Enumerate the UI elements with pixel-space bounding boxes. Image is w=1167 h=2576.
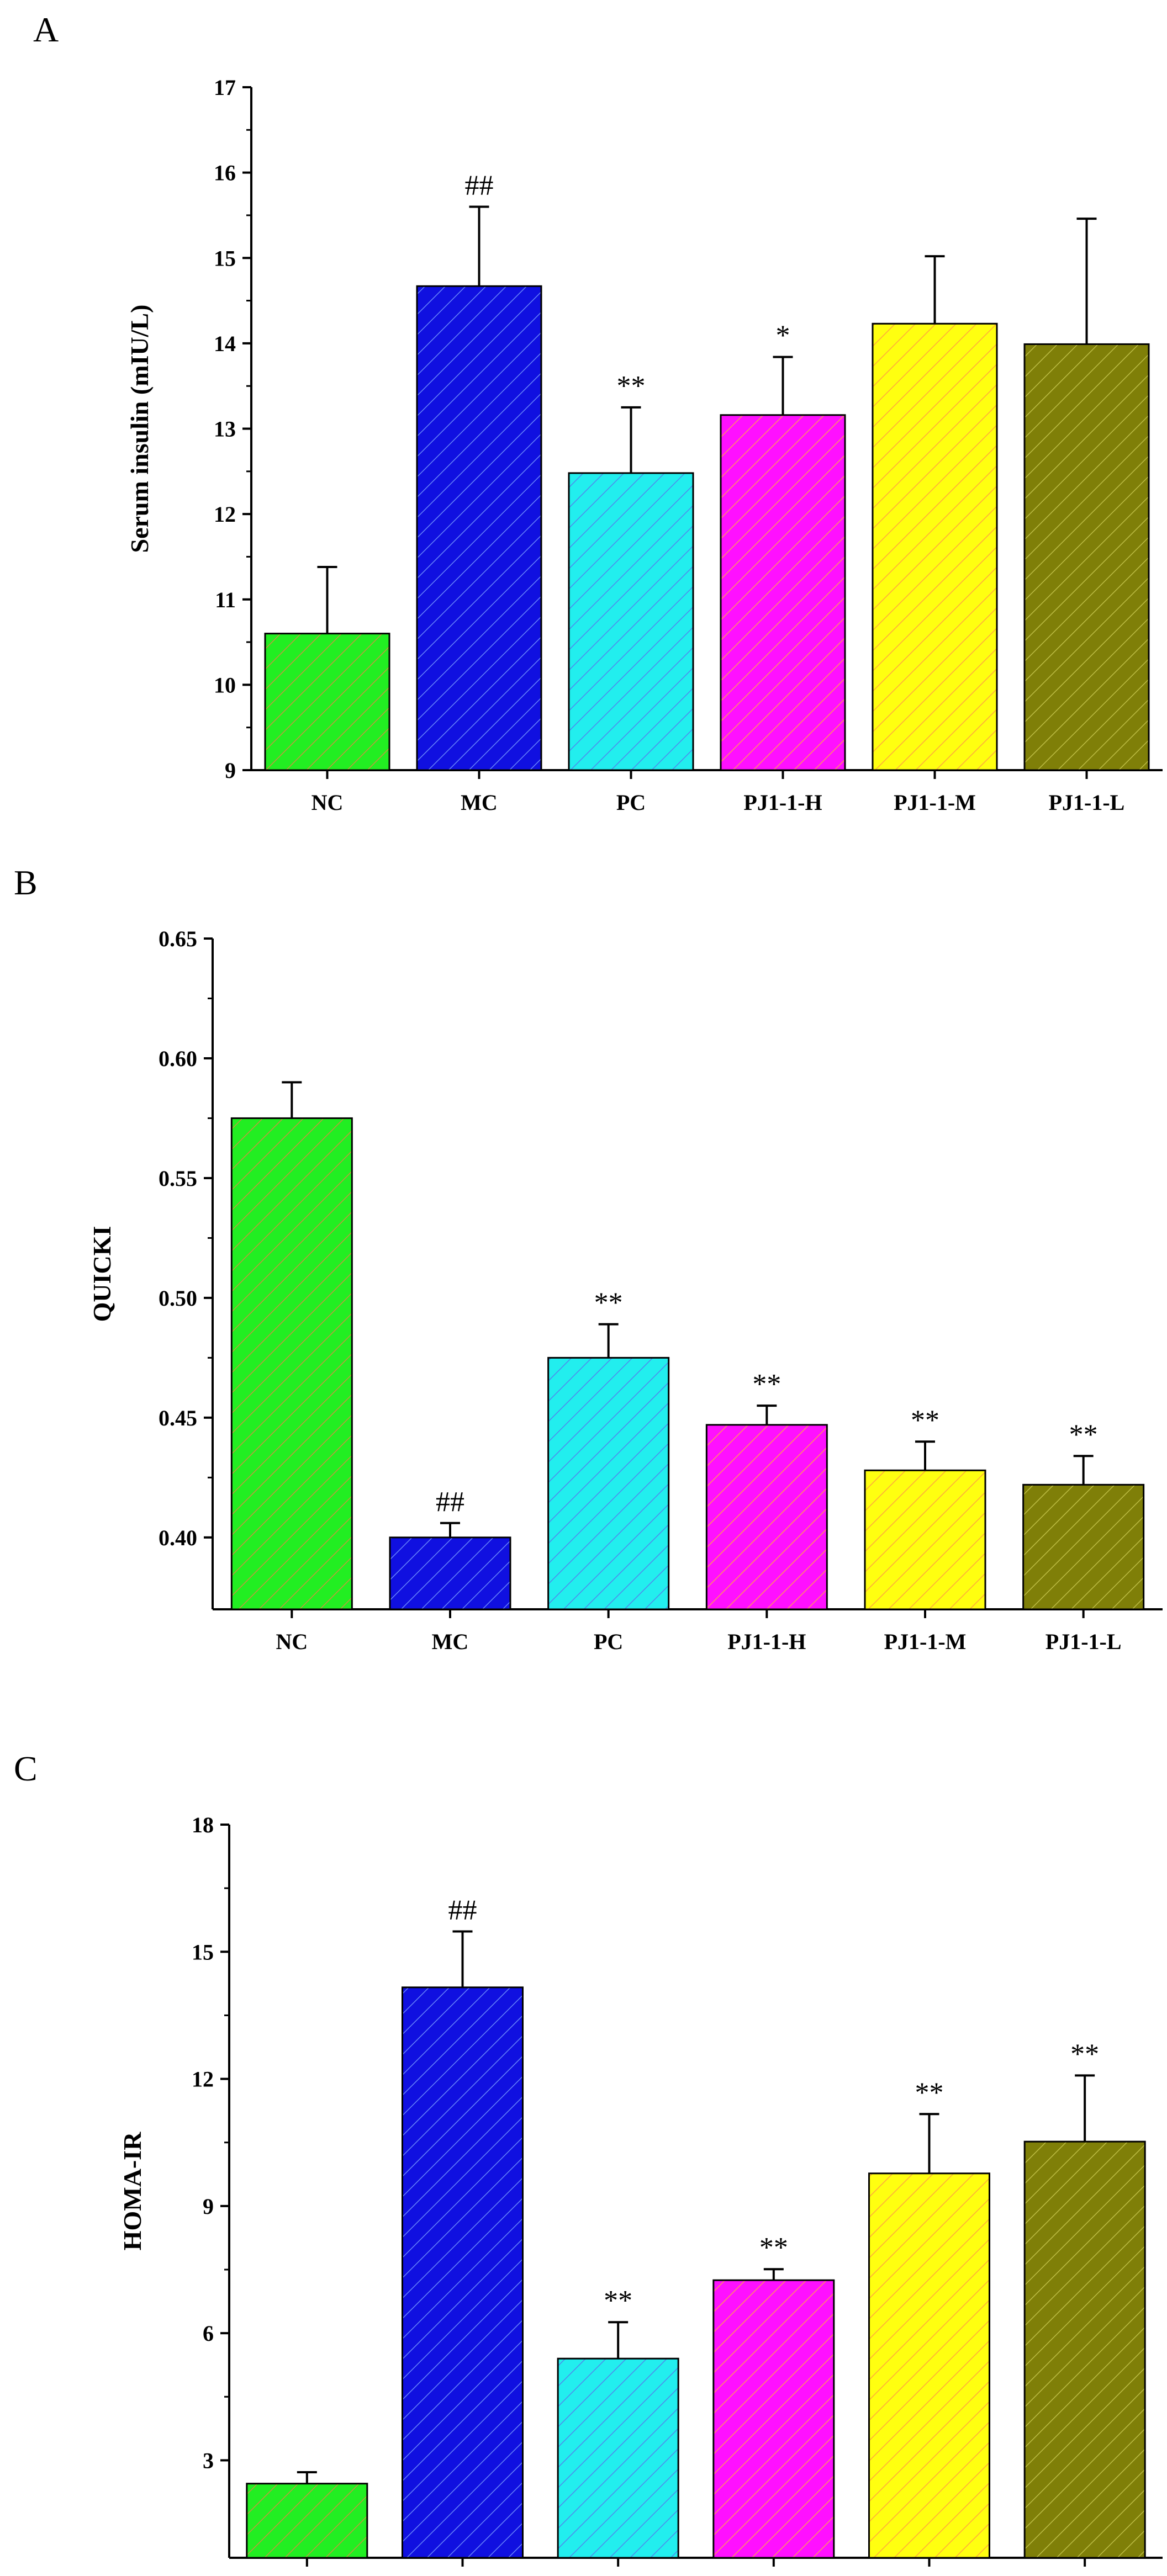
y-tick-label: 12 bbox=[192, 2067, 214, 2092]
bar-pj1-1-l bbox=[1023, 343, 1150, 771]
panel-b: B 0.40 0.45 0.50 0.55 0.60 0.65 QUICKI NC MC ## PC *… bbox=[14, 863, 1163, 1654]
y-tick-label: 0.60 bbox=[159, 1046, 197, 1071]
y-tick-label: 11 bbox=[215, 587, 236, 612]
panel-letter: B bbox=[14, 863, 38, 902]
x-tick-label: PC bbox=[616, 790, 646, 815]
bar-pc bbox=[547, 1356, 670, 1610]
x-tick-label: PJ1-1-L bbox=[1049, 790, 1125, 815]
y-tick-label: 0.45 bbox=[159, 1406, 197, 1430]
bar-pc bbox=[568, 472, 694, 771]
bar-pj1-1-h bbox=[720, 414, 846, 771]
bar-pj1-1-m bbox=[868, 2172, 990, 2559]
y-axis-title: QUICKI bbox=[88, 1226, 116, 1322]
y-tick-label: 0.55 bbox=[159, 1166, 197, 1191]
bar-mc bbox=[402, 1986, 524, 2559]
significance-label: ** bbox=[759, 2232, 788, 2264]
y-tick-label: 0.40 bbox=[159, 1525, 197, 1550]
panel-letter: A bbox=[33, 10, 59, 49]
significance-label: ## bbox=[436, 1486, 464, 1518]
y-tick-label: 15 bbox=[214, 246, 236, 271]
bar-nc bbox=[264, 633, 390, 771]
x-tick-label: PJ1-1-M bbox=[894, 790, 976, 815]
y-tick-label: 16 bbox=[214, 161, 236, 185]
y-tick-label: 15 bbox=[192, 1939, 214, 1964]
bar-pj1-1-h bbox=[712, 2279, 835, 2559]
bar-mc bbox=[389, 1536, 511, 1610]
x-tick-label: NC bbox=[311, 790, 344, 815]
panel-a: A 9 10 11 12 13 14 15 16 17 Serum insulin (mIU/L) N… bbox=[33, 10, 1163, 815]
panel-c: C369121518HOMA-IRNCMC##PC**PJ1-1-H**PJ1-… bbox=[14, 1749, 1163, 2567]
bar-pj1-1-h bbox=[705, 1424, 828, 1610]
significance-label: ** bbox=[604, 2285, 632, 2317]
bar-pj1-1-l bbox=[1023, 2140, 1146, 2559]
bar-mc bbox=[416, 285, 542, 771]
y-axis-title: HOMA-IR bbox=[118, 2132, 146, 2250]
significance-label: ** bbox=[1070, 2038, 1099, 2070]
significance-label: ## bbox=[465, 169, 494, 201]
x-tick-label: PJ1-1-H bbox=[727, 1629, 806, 1654]
significance-label: ** bbox=[594, 1287, 623, 1319]
bar-pj1-1-m bbox=[864, 1469, 986, 1610]
y-tick-label: 12 bbox=[214, 502, 236, 527]
x-tick-label: PJ1-1-H bbox=[743, 790, 822, 815]
x-tick-label: PJ1-1-L bbox=[1045, 1629, 1122, 1654]
x-tick-label: MC bbox=[432, 1629, 469, 1654]
x-tick-label: MC bbox=[461, 790, 498, 815]
y-tick-label: 13 bbox=[214, 417, 236, 442]
x-tick-label: PJ1-1-M bbox=[884, 1629, 967, 1654]
significance-label: ** bbox=[915, 2077, 944, 2108]
y-tick-label: 10 bbox=[214, 672, 236, 697]
bar-pj1-1-l bbox=[1022, 1483, 1145, 1610]
y-tick-label: 6 bbox=[203, 2321, 214, 2346]
y-axis-title: Serum insulin (mIU/L) bbox=[125, 305, 154, 553]
y-tick-label: 0.50 bbox=[159, 1286, 197, 1311]
bar-nc bbox=[230, 1117, 353, 1610]
y-tick-label: 0.65 bbox=[159, 926, 197, 951]
x-tick-label: NC bbox=[276, 1629, 308, 1654]
y-tick-label: 18 bbox=[192, 1812, 214, 1837]
bar-pc bbox=[557, 2357, 679, 2559]
bar-pj1-1-m bbox=[872, 322, 998, 771]
y-tick-label: 17 bbox=[214, 75, 236, 100]
bar-nc bbox=[246, 2483, 368, 2559]
significance-label: ** bbox=[911, 1404, 939, 1436]
significance-label: ** bbox=[1069, 1419, 1098, 1450]
significance-label: ## bbox=[448, 1894, 477, 1926]
y-tick-label: 9 bbox=[225, 758, 236, 783]
significance-label: ** bbox=[617, 370, 646, 402]
y-tick-label: 14 bbox=[214, 331, 236, 356]
significance-label: * bbox=[776, 320, 790, 352]
panel-letter: C bbox=[14, 1749, 38, 1788]
y-tick-label: 9 bbox=[203, 2194, 214, 2219]
y-tick-label: 3 bbox=[203, 2448, 214, 2473]
significance-label: ** bbox=[752, 1369, 781, 1400]
x-tick-label: PC bbox=[594, 1629, 623, 1654]
